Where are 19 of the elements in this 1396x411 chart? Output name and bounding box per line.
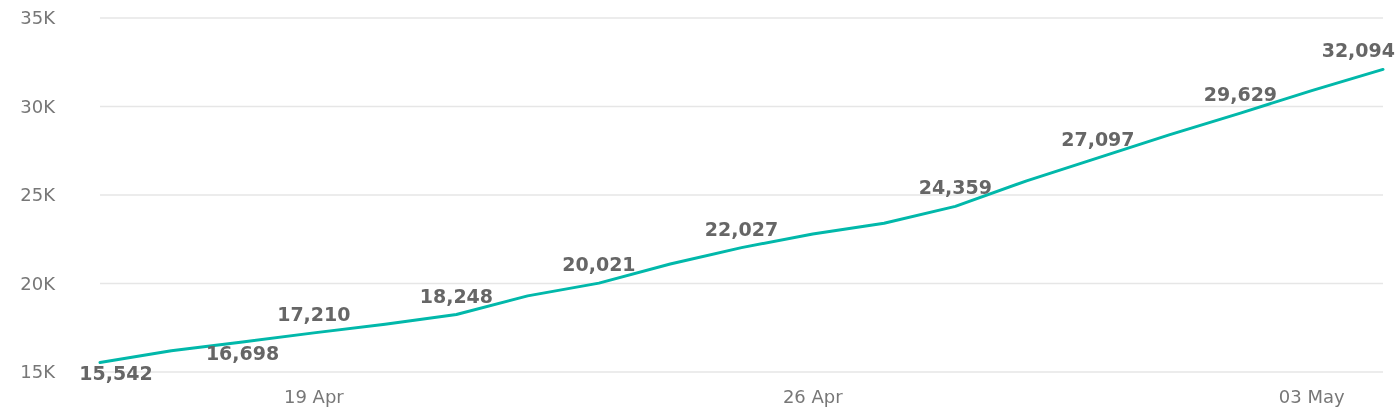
y-tick-label: 15K [20,361,57,382]
y-tick-label: 20K [20,272,57,294]
x-tick-label: 26 Apr [782,386,844,407]
data-label: 24,359 [918,176,992,199]
y-tick-label: 25K [20,184,57,205]
data-label: 27,097 [1061,127,1135,150]
x-tick-label: 03 May [1278,386,1345,407]
data-label: 15,542 [79,362,153,385]
data-label: 22,027 [704,217,779,240]
data-label: 20,021 [562,253,636,276]
data-label: 32,094 [1321,39,1395,62]
data-label: 16,698 [205,341,280,364]
x-tick-label: 19 Apr [283,386,345,407]
line-series [98,67,1385,364]
data-label: 29,629 [1203,83,1278,106]
data-label: 18,248 [419,284,494,307]
data-label: 17,210 [277,302,351,325]
y-tick-label: 35K [20,7,57,28]
y-tick-label: 30K [20,95,57,117]
